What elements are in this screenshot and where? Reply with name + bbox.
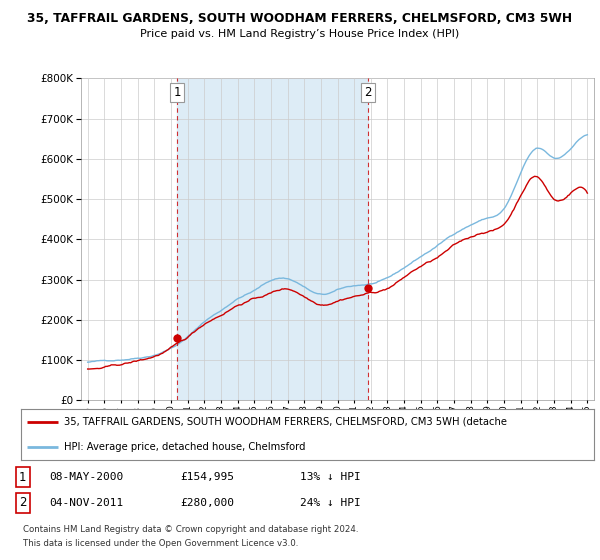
Text: Contains HM Land Registry data © Crown copyright and database right 2024.: Contains HM Land Registry data © Crown c…: [23, 525, 358, 534]
Text: 35, TAFFRAIL GARDENS, SOUTH WOODHAM FERRERS, CHELMSFORD, CM3 5WH (detache: 35, TAFFRAIL GARDENS, SOUTH WOODHAM FERR…: [64, 417, 507, 427]
Text: £280,000: £280,000: [180, 498, 234, 508]
Bar: [177, 78, 368, 400]
Text: 2: 2: [364, 86, 372, 100]
Text: 24% ↓ HPI: 24% ↓ HPI: [300, 498, 361, 508]
Text: 08-MAY-2000: 08-MAY-2000: [49, 472, 124, 482]
Text: £154,995: £154,995: [180, 472, 234, 482]
Text: 35, TAFFRAIL GARDENS, SOUTH WOODHAM FERRERS, CHELMSFORD, CM3 5WH: 35, TAFFRAIL GARDENS, SOUTH WOODHAM FERR…: [28, 12, 572, 25]
Text: Price paid vs. HM Land Registry’s House Price Index (HPI): Price paid vs. HM Land Registry’s House …: [140, 29, 460, 39]
Text: 04-NOV-2011: 04-NOV-2011: [49, 498, 124, 508]
Text: 2: 2: [19, 496, 26, 510]
Text: This data is licensed under the Open Government Licence v3.0.: This data is licensed under the Open Gov…: [23, 539, 298, 548]
Text: 1: 1: [173, 86, 181, 100]
Text: 13% ↓ HPI: 13% ↓ HPI: [300, 472, 361, 482]
Text: 1: 1: [19, 470, 26, 484]
Text: HPI: Average price, detached house, Chelmsford: HPI: Average price, detached house, Chel…: [64, 442, 305, 452]
